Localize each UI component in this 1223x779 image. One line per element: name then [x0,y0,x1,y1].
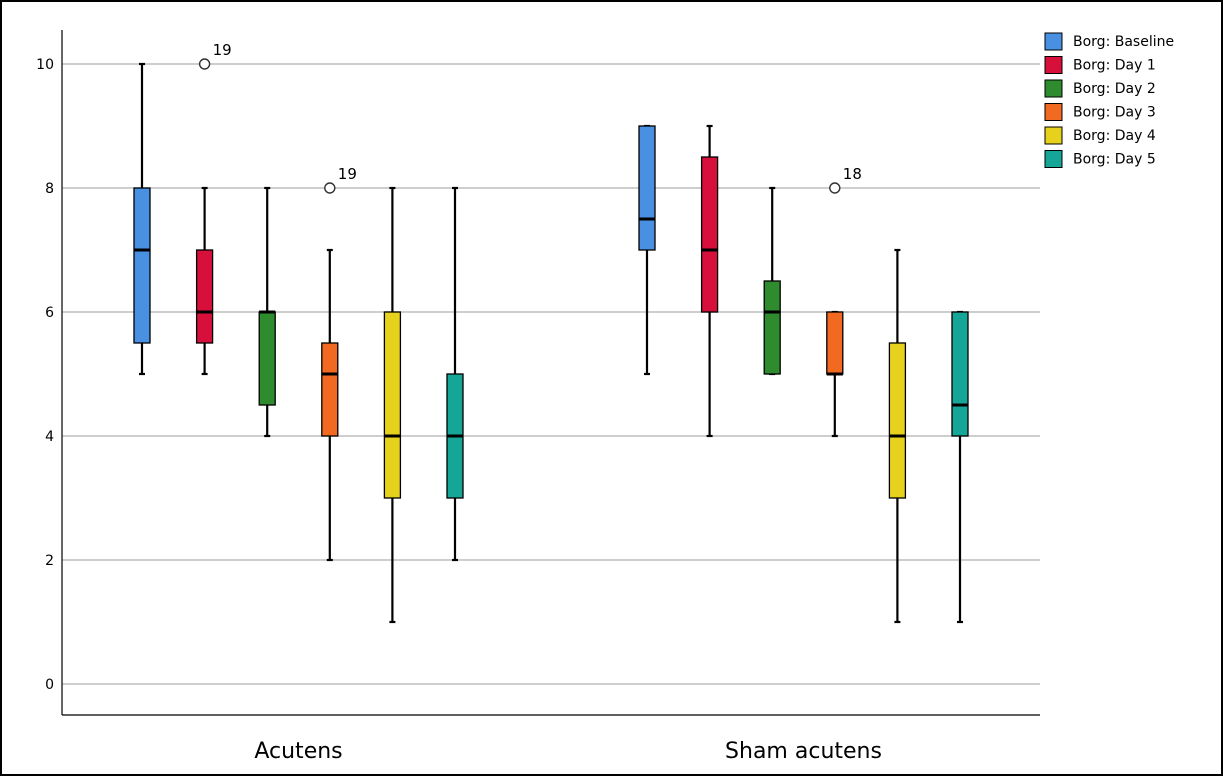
legend-item: Borg: Day 3 [1044,103,1156,121]
box-body [195,249,214,344]
box-body [383,311,402,499]
legend-swatch [1044,79,1063,98]
outlier-label: 19 [213,41,232,59]
y-tick-label: 0 [45,677,54,693]
box-2-6 [951,310,969,624]
box-1-5 [383,186,402,624]
y-tick-label: 4 [45,429,54,445]
legend-item: Borg: Day 5 [1044,150,1156,168]
box-body [638,125,656,251]
legend-item: Borg: Day 1 [1044,56,1156,74]
legend-item: Borg: Baseline [1044,32,1174,51]
legend-swatch [1044,126,1063,145]
legend-label: Borg: Baseline [1073,34,1174,50]
y-tick-label: 10 [36,57,54,73]
box-2-3 [763,186,781,376]
box-body [826,311,844,375]
y-tick-label: 6 [45,305,54,321]
legend-swatch [1044,150,1063,168]
outlier-label: 19 [338,165,357,183]
outlier-point [324,182,336,194]
box-body [763,280,781,375]
box-1-3 [258,186,276,438]
box-body [951,311,969,437]
legend-swatch [1044,103,1063,121]
box-body [888,342,907,499]
legend-label: Borg: Day 3 [1073,105,1156,121]
x-category-label: Acutens [254,739,342,764]
grid-layer [62,63,1040,685]
axis-layer: 0 2 4 6 8 10 [36,30,1040,716]
outlier-point [198,58,211,70]
outlier-label: 18 [843,165,862,183]
box-1-6 [446,186,464,562]
box-body [700,156,719,313]
box-body [321,342,339,437]
box-2-5 [888,248,907,624]
box-1-1 [133,62,151,376]
box-2-4: 18 [826,165,862,438]
legend-item: Borg: Day 2 [1044,79,1156,98]
box-body [258,311,276,406]
box-1-4: 19 [321,165,357,562]
legend-label: Borg: Day 5 [1073,152,1156,168]
legend-swatch [1044,32,1063,51]
box-layer: 19 19 18 [133,41,969,624]
legend: Borg: Baseline Borg: Day 1 Borg: Day 2 Borg… [1044,32,1174,168]
legend-item: Borg: Day 4 [1044,126,1156,145]
outlier-point [829,182,841,194]
box-2-1 [638,124,656,376]
legend-swatch [1044,56,1063,74]
category-labels: Acutens Sham acutens [254,739,882,764]
legend-label: Borg: Day 4 [1073,128,1156,144]
box-1-2: 19 [195,41,232,376]
legend-label: Borg: Day 2 [1073,81,1156,97]
y-tick-label: 2 [45,553,54,569]
box-2-2 [700,124,719,438]
y-tick-label: 8 [45,181,54,197]
legend-label: Borg: Day 1 [1073,58,1156,74]
box-body [133,187,151,344]
x-category-label: Sham acutens [725,739,882,764]
